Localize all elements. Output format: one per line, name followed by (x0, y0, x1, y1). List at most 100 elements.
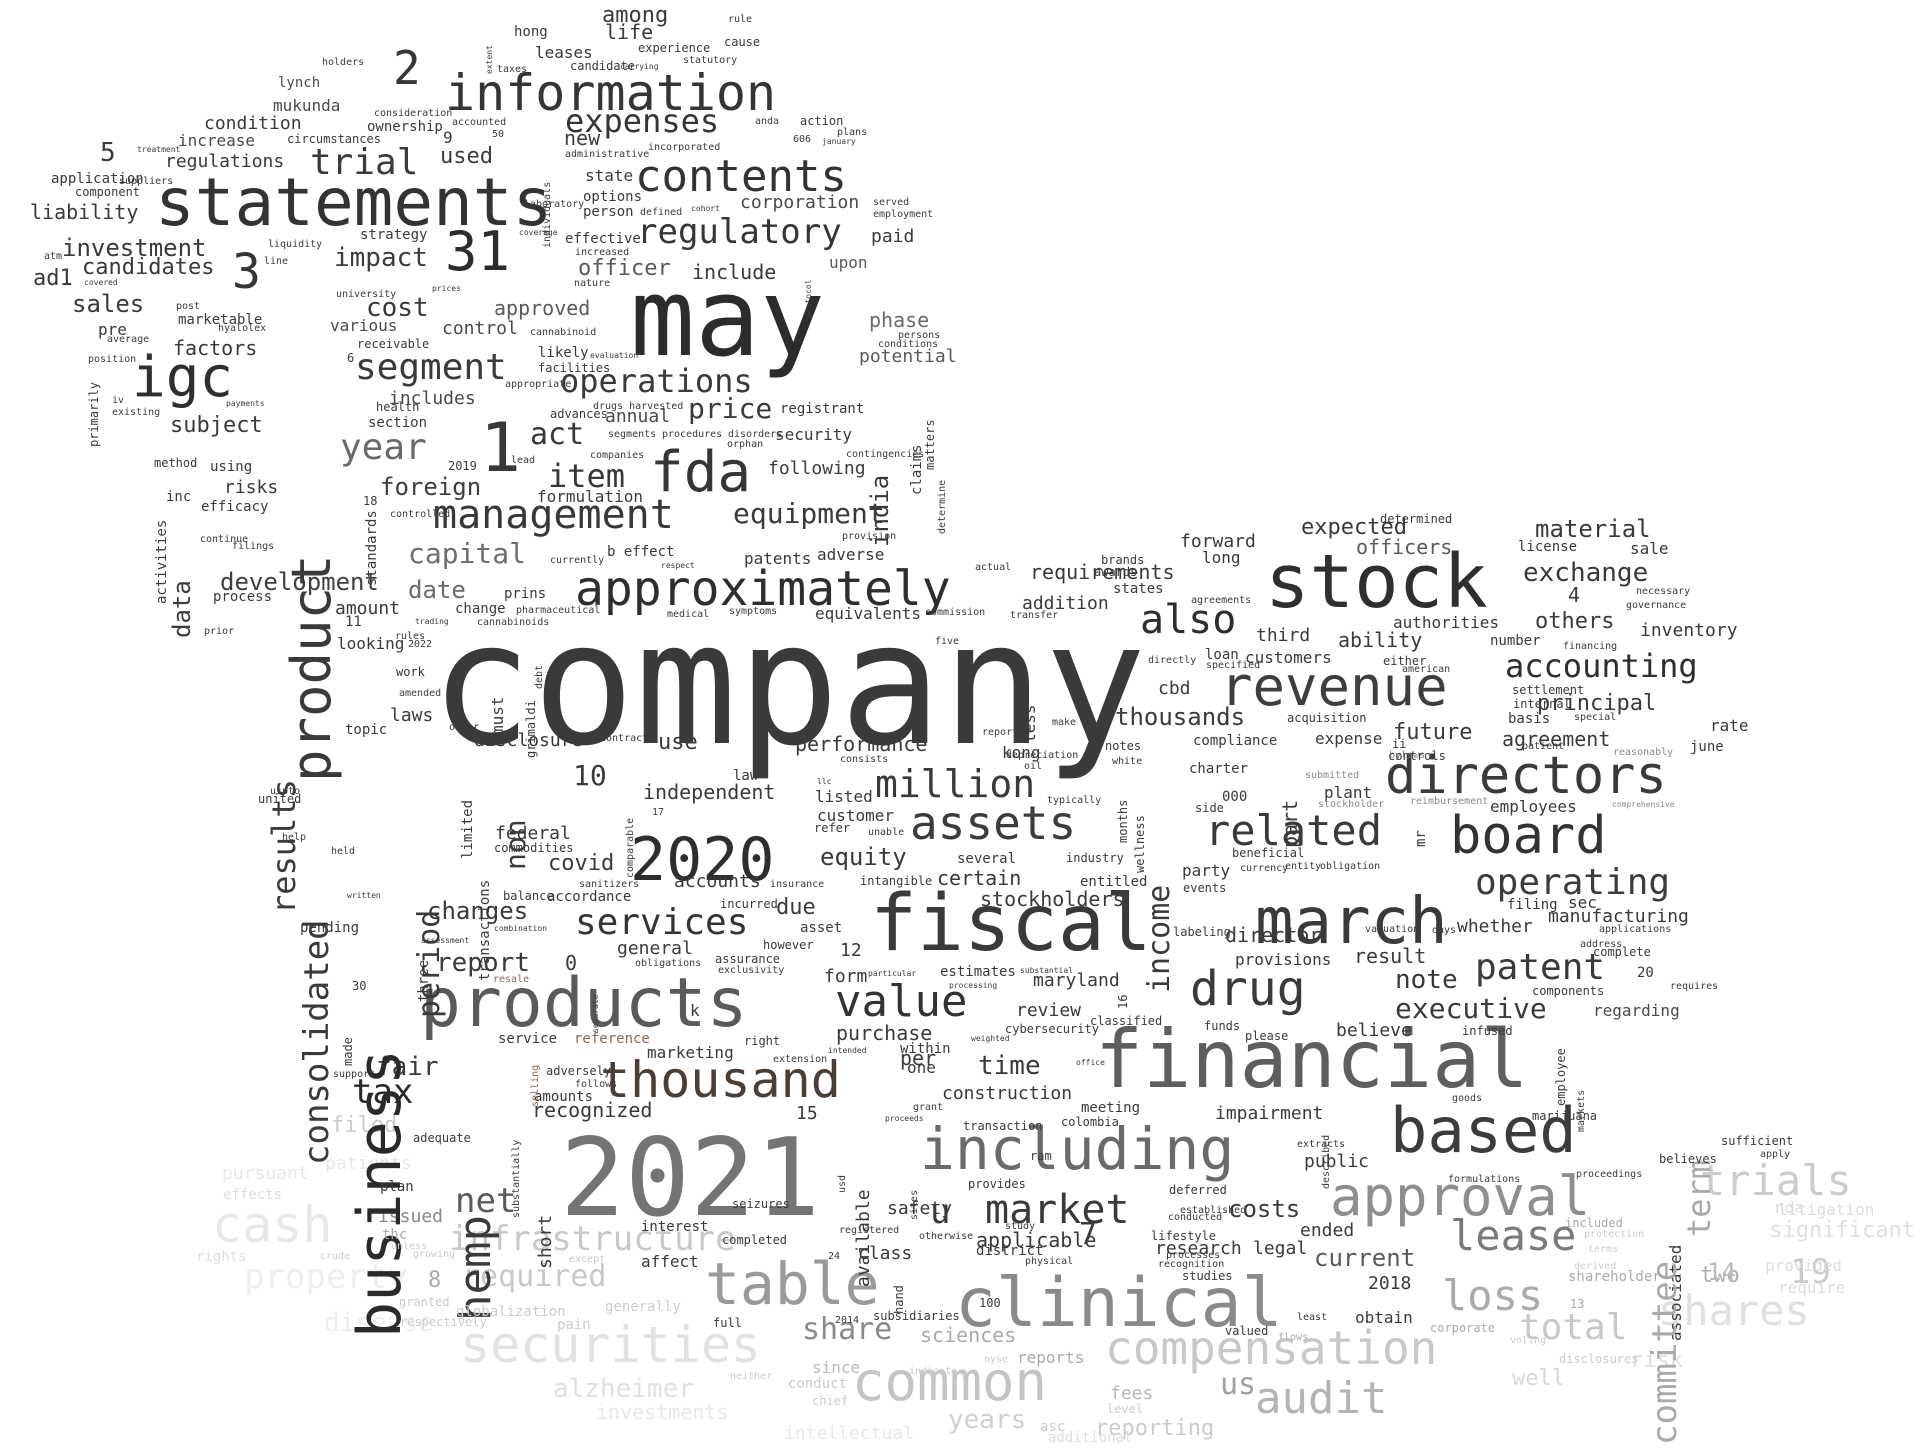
cloud-word: sites (909, 1189, 920, 1220)
cloud-word: requirements (1030, 560, 1175, 584)
cloud-word: financial (1095, 1013, 1529, 1106)
cloud-word: treatment (137, 145, 181, 154)
cloud-word: intangible (860, 874, 933, 888)
cloud-word: provisions (1235, 950, 1332, 969)
cloud-word: components (1532, 984, 1605, 998)
cloud-word: options (583, 189, 643, 205)
cloud-word: leases (535, 43, 593, 62)
cloud-word: property (244, 1257, 408, 1297)
cloud-word: years (948, 1405, 1027, 1435)
cloud-word: fees (1110, 1383, 1154, 1404)
cloud-word: person (583, 204, 634, 220)
cloud-word: construction (942, 1083, 1073, 1104)
cloud-word: class (858, 1243, 913, 1264)
cloud-word: included (1565, 1216, 1623, 1230)
cloud-word: comprehensive (1612, 800, 1675, 809)
cloud-word: district (976, 1243, 1044, 1259)
cloud-word: completed (722, 1233, 788, 1247)
cloud-word: amount (335, 598, 401, 619)
cloud-word: forward (1180, 531, 1256, 552)
cloud-word: information (445, 64, 777, 122)
cloud-word: stock (1265, 539, 1488, 625)
cloud-word: pre (98, 320, 127, 339)
cloud-word: thc (382, 1227, 408, 1243)
cloud-word: incurred (720, 897, 778, 911)
cloud-word: development (220, 568, 379, 596)
cloud-word: currently (550, 555, 605, 566)
cloud-word: manufacturing (1548, 906, 1689, 927)
cloud-word: flows (1278, 1332, 1309, 1343)
cloud-word: time (978, 1051, 1041, 1081)
cloud-word: accounting (1505, 647, 1698, 685)
cloud-word: 2022 (408, 639, 433, 650)
cloud-word: neither (730, 1371, 773, 1382)
cloud-word: internal (1513, 697, 1571, 711)
cloud-word: 17 (652, 807, 665, 818)
cloud-word: entitled (1080, 874, 1148, 890)
cloud-word: well (1512, 1366, 1565, 1391)
cloud-word: number (1490, 633, 1541, 649)
cloud-word: one (907, 1058, 936, 1077)
cloud-word: part (1278, 799, 1302, 848)
cloud-word: service (498, 1031, 558, 1047)
cloud-word: generally (605, 1299, 681, 1315)
cloud-word: investments (596, 1400, 729, 1424)
cloud-word: significant (1769, 1218, 1915, 1243)
cloud-word: established (1180, 1205, 1247, 1216)
cloud-word: assets (910, 796, 1077, 850)
cloud-word: kong (1002, 743, 1041, 762)
cloud-word: 2020 (630, 825, 775, 895)
cloud-word: settlement (1512, 683, 1585, 697)
cloud-word: contracts (600, 733, 655, 744)
cloud-word: law (733, 768, 759, 784)
cloud-word: us (1220, 1367, 1257, 1402)
cloud-word: board (1450, 806, 1607, 866)
cloud-word: candidate (570, 59, 636, 73)
cloud-word: drugs harvested (593, 401, 684, 412)
cloud-word: terms (1588, 1244, 1619, 1255)
cloud-word: control (442, 318, 518, 339)
cloud-word: study (1005, 1221, 1036, 1232)
cloud-word: meeting (1081, 1100, 1141, 1116)
cloud-word: white (1112, 756, 1143, 767)
cloud-word: processes (1166, 1250, 1221, 1261)
cloud-word: expected (1301, 515, 1407, 540)
cloud-word: 8 (428, 1268, 442, 1293)
cloud-word: otherwise (919, 1231, 974, 1242)
cloud-word: others (1535, 609, 1615, 634)
cloud-word: 9 (443, 128, 453, 147)
cloud-word: intellectual (784, 1423, 915, 1444)
cloud-word: symptoms (729, 606, 778, 617)
cloud-word: refer (814, 821, 851, 835)
cloud-word: 000 (1222, 789, 1248, 805)
cloud-word: amounts (534, 1089, 594, 1105)
cloud-word: legal (1253, 1238, 1308, 1259)
cloud-word: infrastructure (449, 1219, 736, 1259)
cloud-word: make (1052, 717, 1077, 728)
cloud-word: prins (504, 586, 547, 602)
cloud-word: cybersecurity (1005, 1022, 1099, 1036)
cloud-word: transfer (1010, 610, 1059, 621)
cloud-word: activities (154, 519, 170, 604)
cloud-word: holders (322, 57, 365, 68)
cloud-word: corporate (1430, 1321, 1496, 1335)
cloud-word: level (1107, 1402, 1144, 1416)
cloud-word: form (824, 966, 868, 987)
cloud-word: beneficial (1232, 846, 1305, 860)
cloud-word: basis (1508, 711, 1551, 727)
cloud-word: drug (1190, 961, 1306, 1017)
cloud-word: specified (1206, 660, 1261, 671)
cloud-word: listed (815, 787, 873, 806)
cloud-word: filed (331, 1113, 398, 1138)
cloud-word: inc (166, 489, 192, 505)
cloud-word: unless (391, 1241, 428, 1252)
cloud-word: lead (511, 455, 536, 466)
cloud-word: topic (345, 722, 388, 738)
cloud-word: 20 (1637, 965, 1654, 981)
cloud-word: llc (817, 777, 832, 786)
cloud-word: total (1519, 1307, 1628, 1348)
cloud-word: companies (590, 450, 645, 461)
cloud-word: current (1314, 1244, 1416, 1272)
cloud-word: reimbursement (1410, 796, 1489, 807)
cloud-word: pain (557, 1317, 591, 1333)
